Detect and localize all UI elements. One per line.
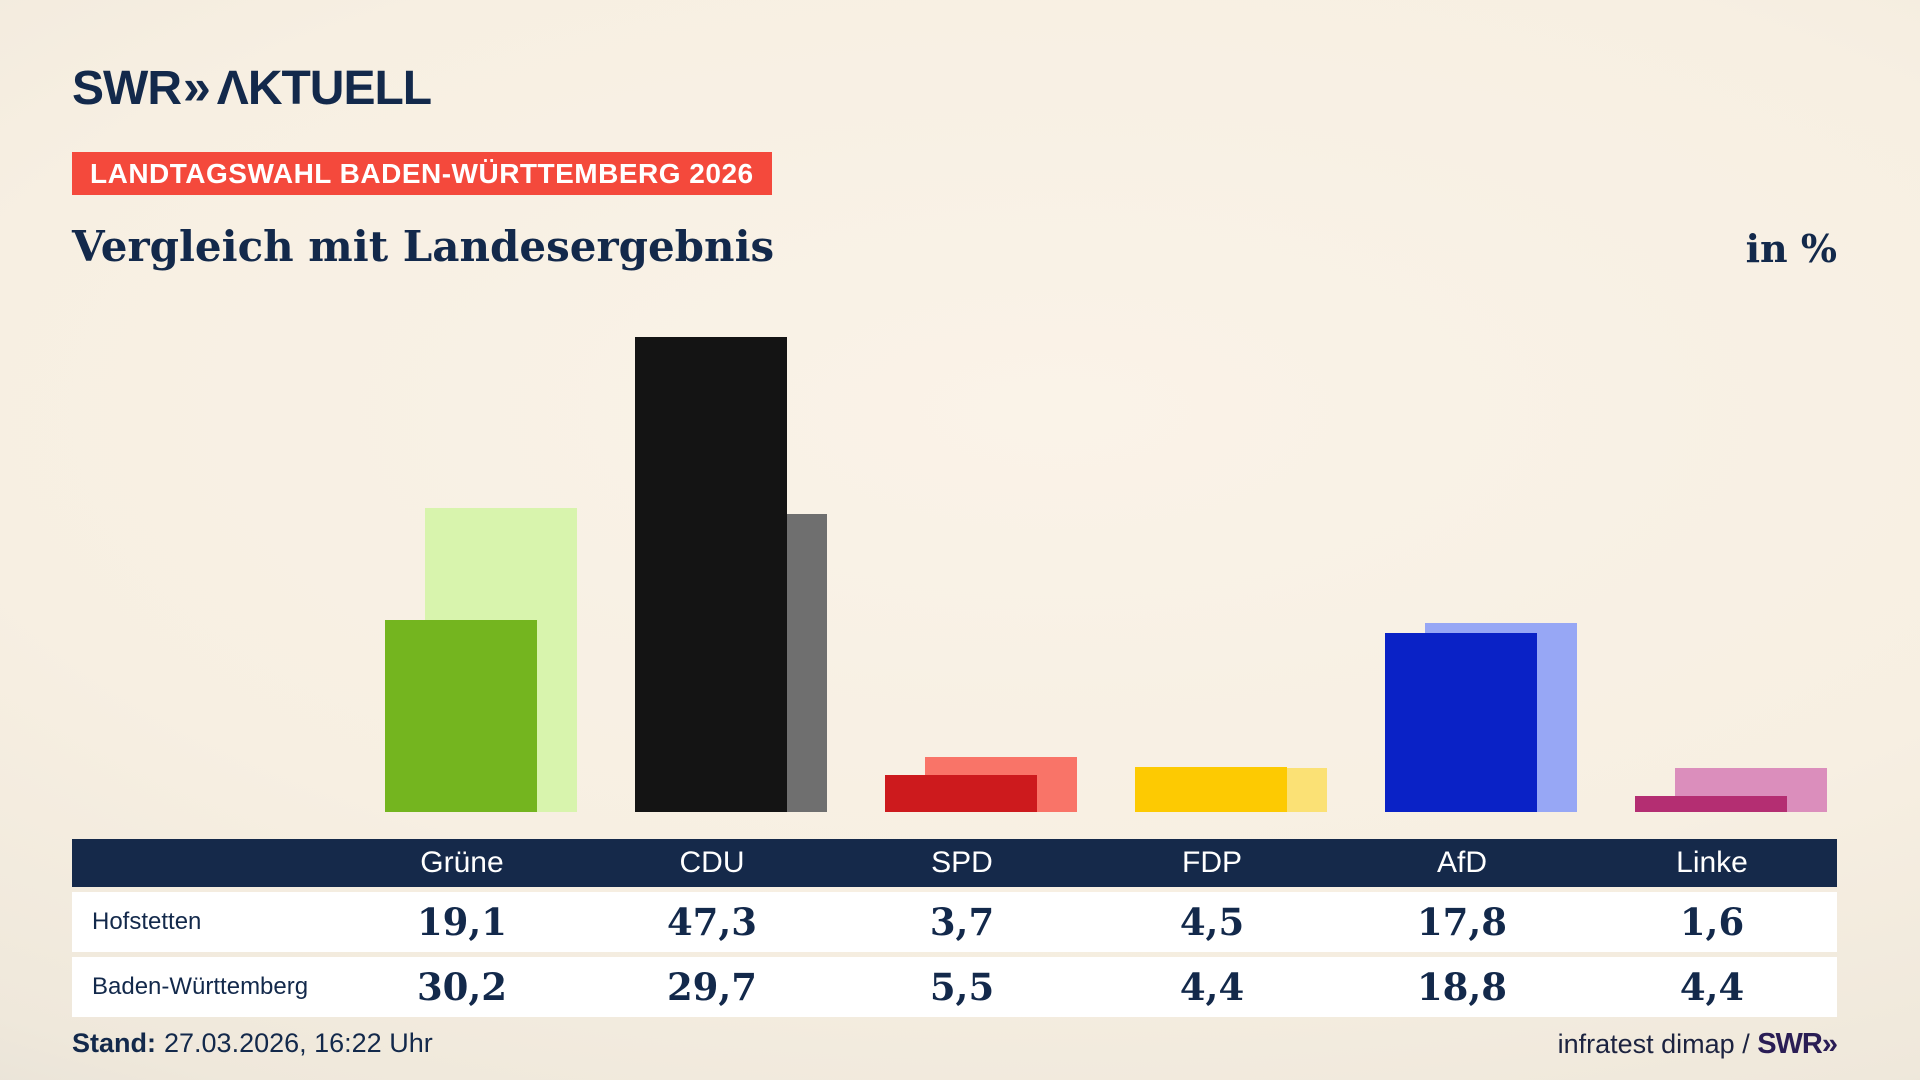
column-header-gruene: Grüne: [420, 846, 504, 879]
bar-land-1: [675, 514, 827, 812]
value-land-cdu: 29,7: [666, 965, 758, 1009]
source-credit: infratest dimap / SWR»: [1557, 1028, 1838, 1061]
bar-hofstetten-0: [385, 620, 537, 812]
value-land-spd: 5,5: [929, 965, 995, 1009]
bar-hofstetten-2: [885, 775, 1037, 812]
value-land-linke: 4,4: [1679, 965, 1745, 1009]
election-badge: LANDTAGSWAHL BADEN-WÜRTTEMBERG 2026: [72, 152, 772, 195]
column-header-afd: AfD: [1436, 846, 1487, 879]
bar-land-2: [925, 757, 1077, 812]
logo-swr-text: SWR: [72, 62, 182, 115]
stand-label: Stand:: [72, 1028, 156, 1058]
column-header-spd: SPD: [931, 846, 993, 879]
value-hofstetten-gruene: 19,1: [416, 900, 508, 944]
source-text: infratest dimap /: [1557, 1029, 1758, 1059]
bar-land-4: [1425, 623, 1577, 812]
row-label-hofstetten: Hofstetten: [92, 908, 202, 935]
stand-value: 27.03.2026, 16:22 Uhr: [164, 1028, 433, 1058]
table-header-row: Grüne CDU SPD FDP AfD Linke: [72, 839, 1837, 887]
bar-land-5: [1675, 768, 1827, 812]
row-label-baden-wuerttemberg: Baden-Württemberg: [92, 973, 309, 1000]
bar-land-0: [425, 508, 577, 812]
value-land-afd: 18,8: [1416, 965, 1508, 1009]
swr-logo-small: SWR»: [1757, 1028, 1838, 1060]
value-land-gruene: 30,2: [416, 965, 508, 1009]
table-row-hofstetten: Hofstetten 19,1 47,3 3,7 4,5 17,8 1,6: [72, 892, 1837, 952]
double-chevron-icon: »: [182, 59, 211, 115]
bar-hofstetten-5: [1635, 796, 1787, 812]
column-header-fdp: FDP: [1182, 846, 1242, 879]
swr-aktuell-logo: SWR» ΛKTUELL: [72, 58, 432, 116]
table-row-baden-wuerttemberg: Baden-Württemberg 30,2 29,7 5,5 4,4 18,8…: [72, 957, 1837, 1017]
page-title: Vergleich mit Landesergebnis: [72, 222, 775, 271]
logo-aktuell-text: ΛKTUELL: [216, 62, 432, 115]
results-table: Grüne CDU SPD FDP AfD Linke Hofstetten 1…: [72, 839, 1837, 1017]
bar-hofstetten-4: [1385, 633, 1537, 812]
unit-label: in %: [1745, 226, 1837, 271]
bar-hofstetten-3: [1135, 767, 1287, 812]
value-hofstetten-spd: 3,7: [929, 900, 995, 944]
value-hofstetten-linke: 1,6: [1679, 900, 1745, 944]
value-hofstetten-cdu: 47,3: [666, 900, 758, 944]
value-hofstetten-afd: 17,8: [1416, 900, 1508, 944]
column-header-linke: Linke: [1676, 846, 1748, 879]
value-land-fdp: 4,4: [1179, 965, 1245, 1009]
bar-land-3: [1175, 768, 1327, 812]
bar-hofstetten-1: [635, 337, 787, 812]
chart-bars-layer: [385, 337, 1827, 812]
column-header-cdu: CDU: [679, 846, 745, 879]
timestamp: Stand: 27.03.2026, 16:22 Uhr: [72, 1028, 433, 1059]
value-hofstetten-fdp: 4,5: [1179, 900, 1245, 944]
